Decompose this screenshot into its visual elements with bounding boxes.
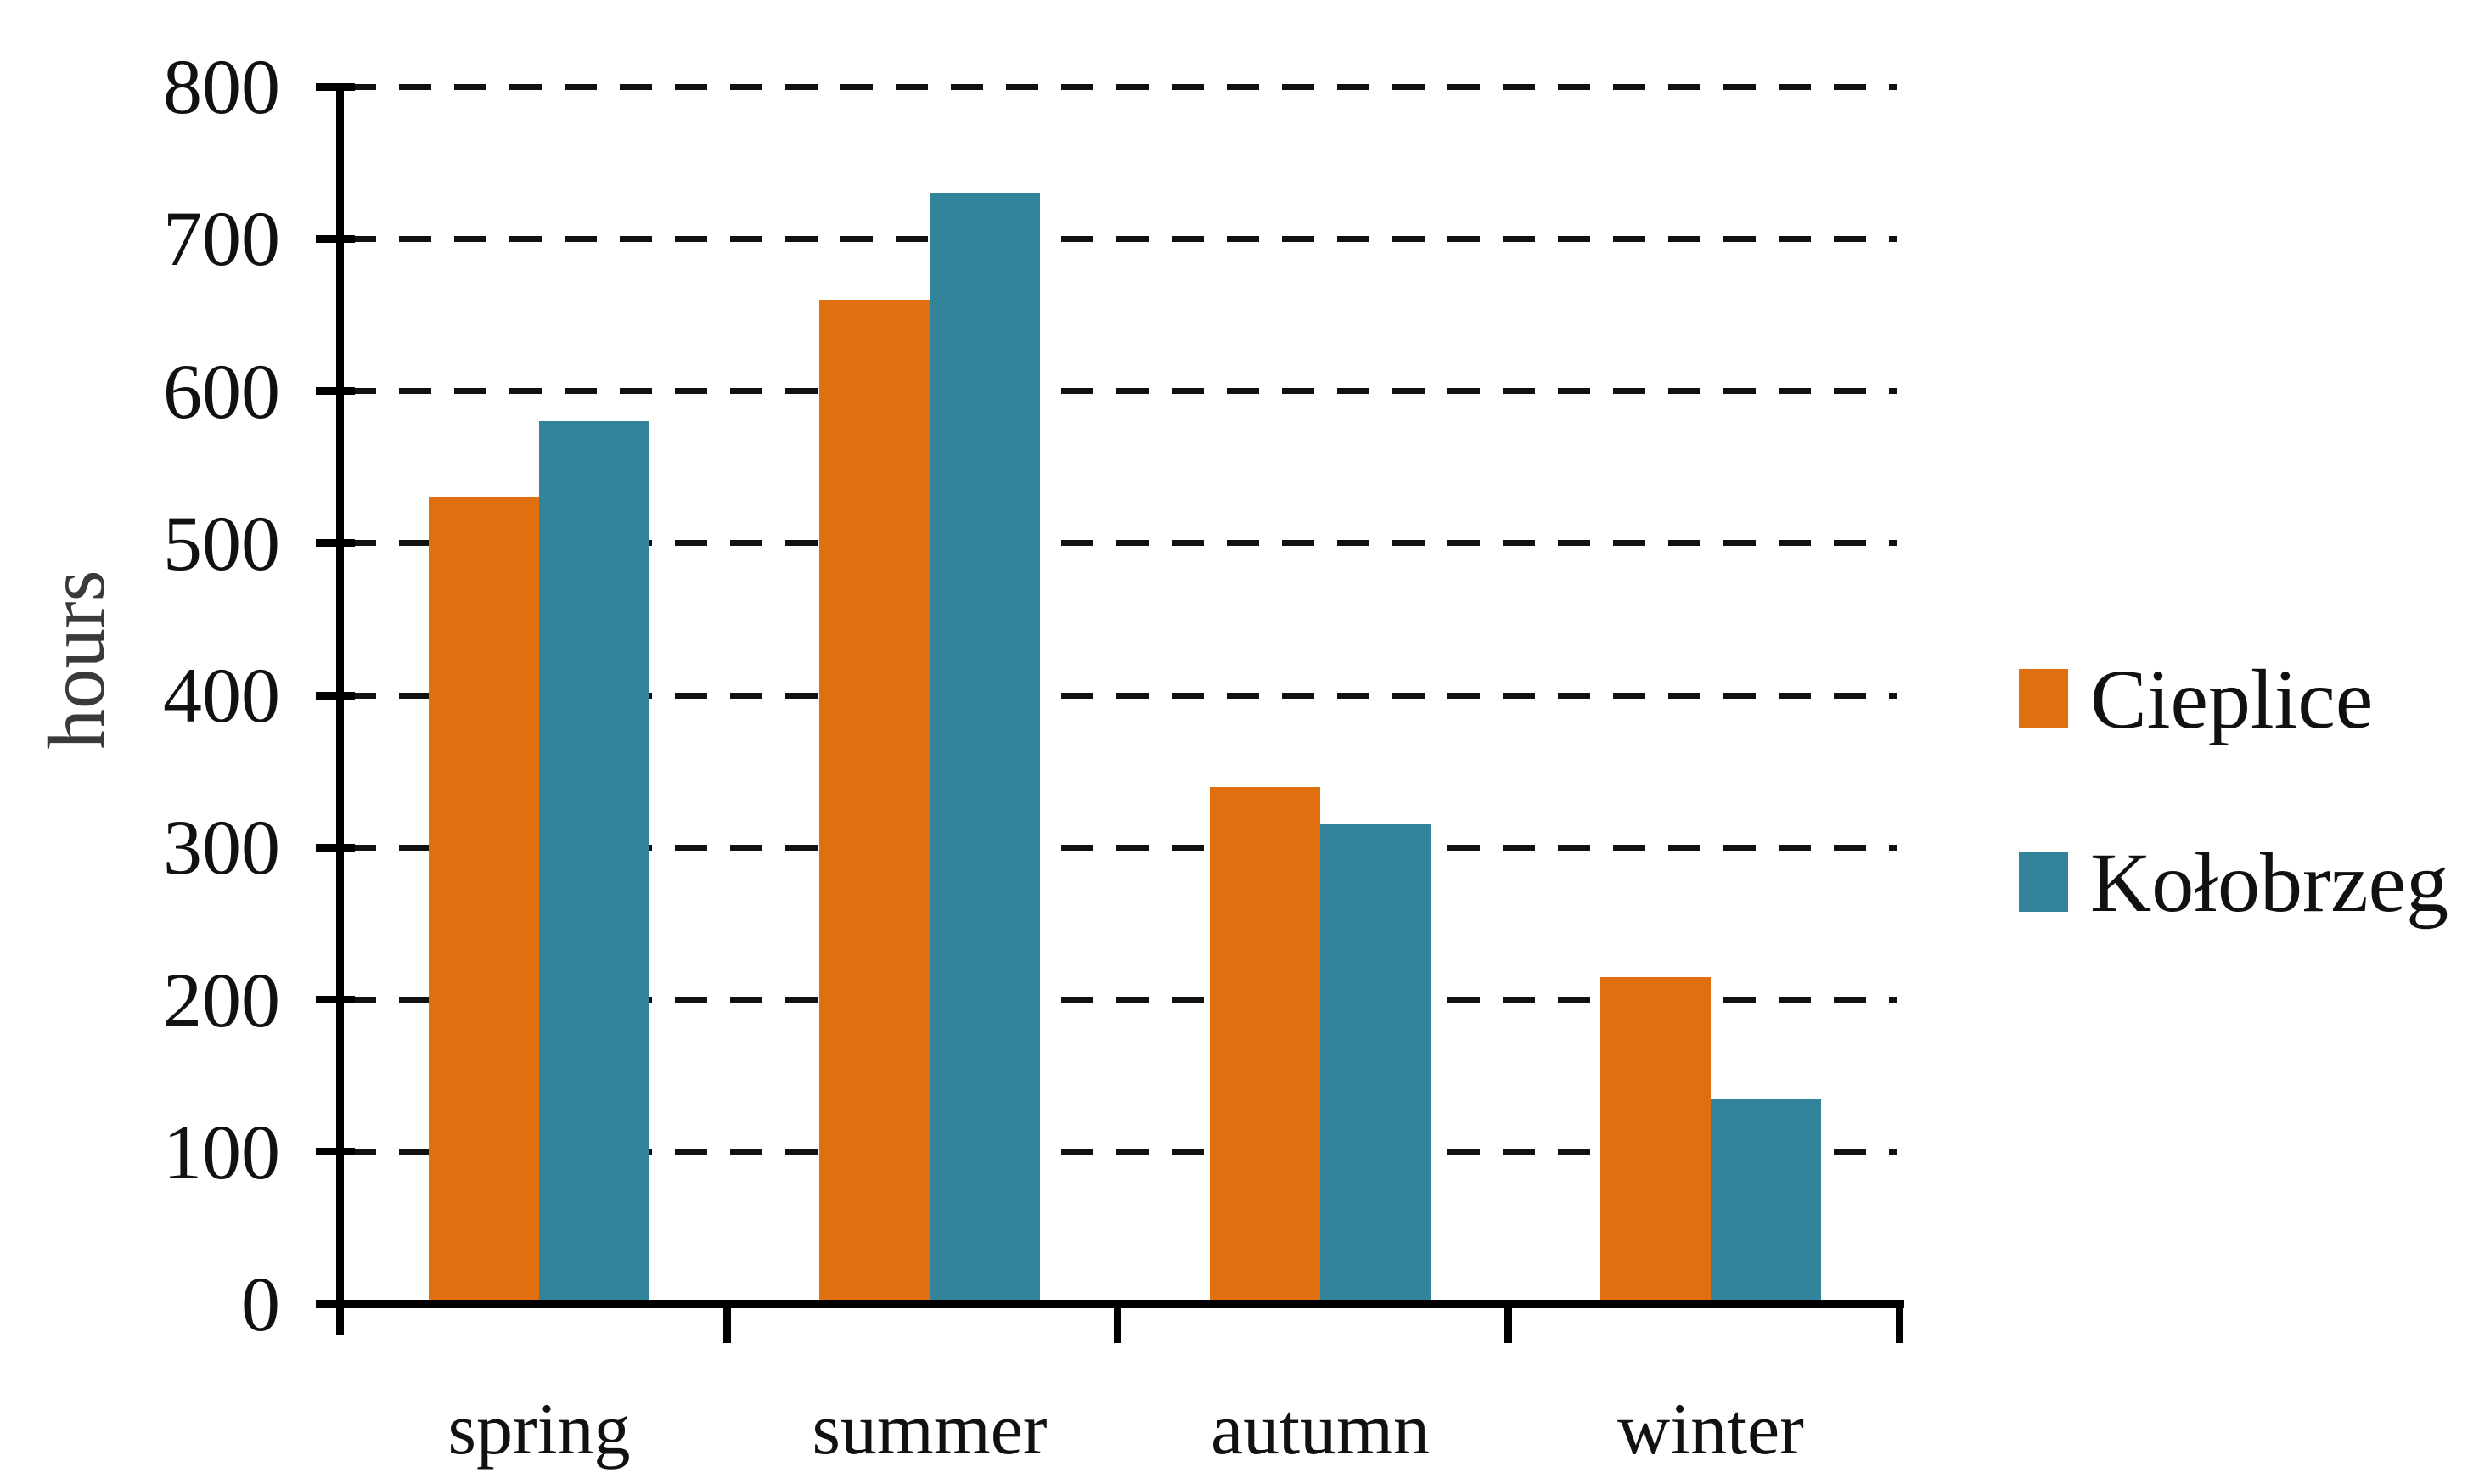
x-axis-end-tick	[1896, 1300, 1903, 1343]
gridline-600	[344, 388, 1897, 394]
y-tick-600	[316, 387, 355, 395]
y-axis-line	[336, 87, 344, 1335]
gridline-700	[344, 235, 1897, 242]
gridline-400	[344, 692, 1897, 699]
bar-cieplice-winter	[1600, 976, 1711, 1301]
y-tick-label-300: 300	[163, 804, 280, 891]
bar-cieplice-autumn	[1210, 786, 1320, 1301]
y-tick-400	[316, 691, 355, 700]
y-tick-label-500: 500	[163, 499, 280, 587]
gridline-800	[344, 83, 1897, 90]
legend-item-kołobrzeg: Kołobrzeg	[2019, 823, 2448, 942]
y-tick-label-600: 600	[163, 347, 280, 435]
y-tick-300	[316, 843, 355, 852]
x-tick-label-spring: spring	[447, 1388, 631, 1470]
legend-label-cieplice: Cieplice	[2090, 651, 2374, 746]
y-tick-500	[316, 539, 355, 548]
legend-swatch-icon-cieplice	[2019, 669, 2068, 728]
bar-cieplice-spring	[429, 497, 539, 1301]
y-tick-label-400: 400	[163, 652, 280, 739]
y-tick-label-700: 700	[163, 195, 280, 283]
x-tick-label-winter: winter	[1617, 1388, 1804, 1470]
x-axis-tick-2	[1113, 1300, 1121, 1343]
legend-item-cieplice: Cieplice	[2019, 639, 2448, 758]
gridline-300	[344, 844, 1897, 851]
y-tick-label-0: 0	[241, 1261, 280, 1347]
bar-cieplice-summer	[819, 299, 930, 1301]
bar-kołobrzeg-winter	[1711, 1099, 1821, 1301]
y-tick-800	[316, 82, 355, 91]
x-axis-tick-3	[1504, 1300, 1512, 1343]
gridline-200	[344, 997, 1897, 1003]
y-tick-label-200: 200	[163, 956, 280, 1043]
y-tick-700	[316, 234, 355, 243]
y-tick-200	[316, 996, 355, 1003]
gridline-100	[344, 1149, 1897, 1155]
x-tick-label-autumn: autumn	[1211, 1388, 1430, 1470]
legend: Cieplice Kołobrzeg	[2019, 639, 2448, 942]
x-axis-line	[316, 1300, 1904, 1308]
x-axis-tick-1	[722, 1300, 731, 1343]
bar-kołobrzeg-summer	[930, 193, 1040, 1301]
y-tick-label-100: 100	[163, 1108, 280, 1195]
y-tick-100	[316, 1148, 355, 1156]
gridline-500	[344, 540, 1897, 547]
legend-swatch-icon-kołobrzeg	[2019, 852, 2068, 912]
legend-label-kołobrzeg: Kołobrzeg	[2090, 835, 2449, 930]
y-tick-label-800: 800	[163, 43, 280, 130]
x-tick-label-summer: summer	[812, 1388, 1048, 1470]
bar-kołobrzeg-autumn	[1320, 824, 1431, 1301]
bar-kołobrzeg-spring	[539, 421, 649, 1301]
